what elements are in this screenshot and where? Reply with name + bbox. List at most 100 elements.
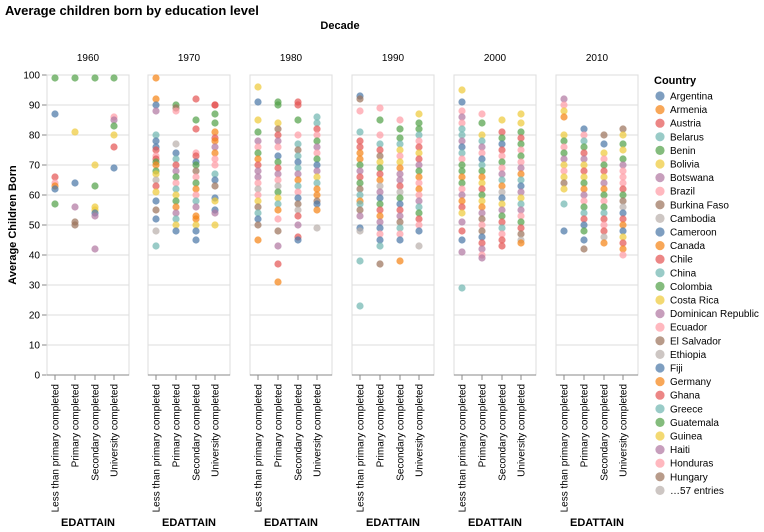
data-point [294, 146, 302, 154]
data-point [517, 212, 525, 220]
data-point [254, 128, 262, 136]
legend: Country Argentina Armenia Austria Belarus Ben… [654, 75, 759, 497]
y-tick-label: 50 [29, 221, 41, 232]
data-point [580, 179, 588, 187]
data-point [313, 161, 321, 169]
data-point [274, 242, 282, 250]
data-point [619, 233, 627, 241]
data-point [254, 167, 262, 175]
data-point [313, 200, 321, 208]
data-point [376, 170, 384, 178]
data-point [376, 116, 384, 124]
legend-label: El Salvador [670, 336, 722, 347]
data-point [478, 137, 486, 145]
data-point [498, 188, 506, 196]
data-point [294, 221, 302, 229]
data-point [294, 101, 302, 109]
data-point [415, 110, 423, 118]
legend-label: Bolivia [670, 160, 700, 171]
data-point [478, 209, 486, 217]
legend-label: Greece [670, 404, 703, 415]
y-tick-label: 30 [29, 281, 41, 292]
data-point [560, 179, 568, 187]
legend-swatch [655, 105, 665, 115]
data-point [110, 74, 118, 82]
data-point [211, 155, 219, 163]
data-point [152, 206, 160, 214]
data-point [580, 209, 588, 217]
x-axis-title: EDATTAIN [61, 517, 115, 529]
data-point [600, 209, 608, 217]
data-point [313, 179, 321, 187]
data-point [498, 182, 506, 190]
data-point [458, 236, 466, 244]
data-point [458, 218, 466, 226]
y-tick-label: 0 [34, 371, 40, 382]
legend-swatch [655, 268, 665, 278]
data-point [211, 221, 219, 229]
x-tick-label: Less than primary completed [51, 384, 62, 512]
data-point [294, 206, 302, 214]
data-point [71, 203, 79, 211]
data-point [356, 137, 364, 145]
data-point [274, 125, 282, 133]
data-point [376, 152, 384, 160]
panel-2010: 2010 Less than primary completed Primary c… [555, 53, 639, 529]
data-point [294, 194, 302, 202]
data-point [254, 83, 262, 91]
data-point [619, 239, 627, 247]
data-point [600, 155, 608, 163]
data-point [560, 161, 568, 169]
legend-label: Costa Rica [670, 296, 719, 307]
data-point [376, 104, 384, 112]
data-point [356, 257, 364, 265]
data-point [313, 125, 321, 133]
data-point [619, 140, 627, 148]
data-point [458, 107, 466, 115]
data-point [192, 116, 200, 124]
data-point [376, 140, 384, 148]
data-point [152, 146, 160, 154]
panel-1980: 1980 Less than primary completed Primary c… [249, 53, 333, 529]
data-point [192, 95, 200, 103]
data-point [458, 155, 466, 163]
legend-swatch [655, 159, 665, 169]
data-point [274, 206, 282, 214]
data-point [376, 176, 384, 184]
data-point [580, 221, 588, 229]
legend-swatch [655, 445, 665, 455]
data-point [356, 179, 364, 187]
data-point [356, 167, 364, 175]
legend-swatch [655, 254, 665, 264]
data-point [192, 185, 200, 193]
data-point [152, 131, 160, 139]
data-point [498, 242, 506, 250]
legend-title: Country [654, 75, 697, 87]
data-point [254, 143, 262, 151]
data-point [498, 128, 506, 136]
data-point [91, 74, 99, 82]
data-point [619, 173, 627, 181]
data-point [152, 227, 160, 235]
data-point [415, 137, 423, 145]
data-point [211, 149, 219, 157]
legend-swatch [655, 485, 665, 495]
data-point [619, 161, 627, 169]
data-point [458, 248, 466, 256]
data-point [274, 158, 282, 166]
data-point [580, 191, 588, 199]
data-point [254, 203, 262, 211]
data-point [517, 152, 525, 160]
data-point [91, 245, 99, 253]
data-point [91, 212, 99, 220]
data-point [172, 167, 180, 175]
data-point [600, 173, 608, 181]
legend-label: …57 entries [670, 486, 724, 497]
data-point [376, 224, 384, 232]
data-point [313, 224, 321, 232]
data-point [478, 143, 486, 151]
data-point [580, 197, 588, 205]
data-point [152, 95, 160, 103]
x-tick-label: University completed [211, 384, 222, 477]
data-point [560, 200, 568, 208]
